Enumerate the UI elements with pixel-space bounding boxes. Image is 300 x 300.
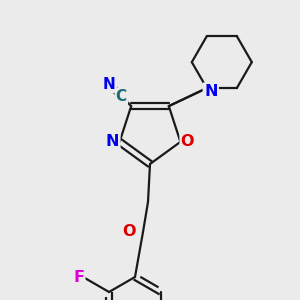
Text: O: O [181,134,194,149]
Text: O: O [122,224,136,239]
Text: C: C [116,89,127,104]
Text: N: N [204,85,218,100]
Text: N: N [204,84,218,99]
Text: N: N [106,134,119,149]
Text: F: F [73,269,84,284]
Text: N: N [103,77,116,92]
